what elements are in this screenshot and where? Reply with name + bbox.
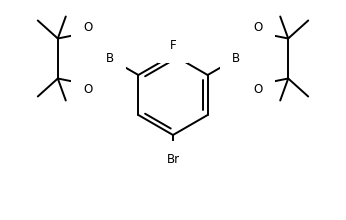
Text: Br: Br — [166, 152, 180, 165]
Text: B: B — [106, 52, 114, 65]
Text: O: O — [83, 21, 92, 34]
Text: O: O — [254, 83, 263, 96]
Text: F: F — [170, 38, 176, 51]
Text: B: B — [232, 52, 240, 65]
Text: O: O — [83, 83, 92, 96]
Text: O: O — [254, 21, 263, 34]
